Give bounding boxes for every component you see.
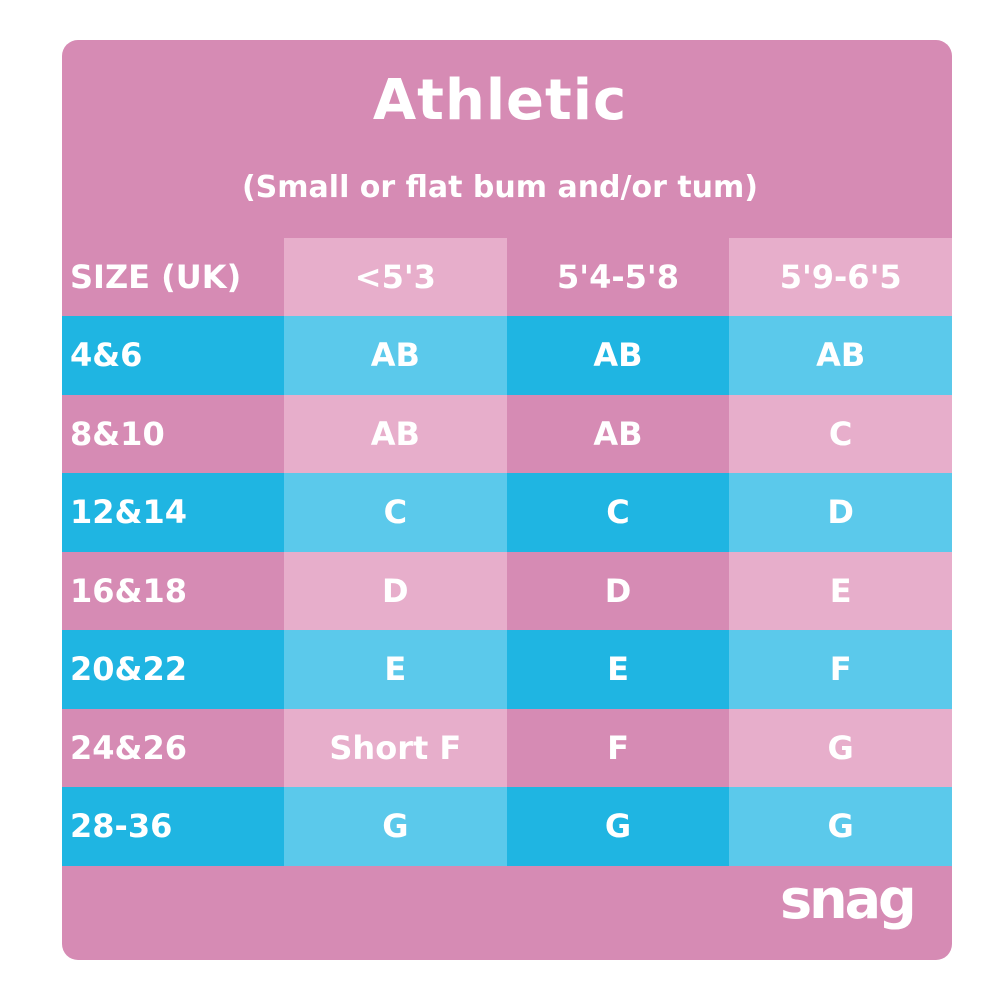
value-cell: F	[506, 708, 730, 787]
header-height-short: <5'3	[283, 238, 507, 316]
table-row: 8&10 AB AB C	[62, 394, 952, 473]
value-cell: G	[506, 787, 730, 866]
value-cell: AB	[283, 394, 507, 473]
value-cell: C	[283, 473, 507, 552]
size-cell: 4&6	[62, 316, 284, 395]
value-cell: AB	[506, 316, 730, 395]
value-cell: AB	[283, 316, 507, 395]
value-cell: AB	[729, 316, 952, 395]
table-row: 16&18 D D E	[62, 551, 952, 630]
value-cell: AB	[506, 394, 730, 473]
table-row: 28-36 G G G	[62, 787, 952, 866]
value-cell: E	[506, 630, 730, 709]
value-cell: E	[283, 630, 507, 709]
value-cell: D	[283, 551, 507, 630]
header-height-mid: 5'4-5'8	[506, 238, 730, 316]
value-cell: G	[729, 708, 952, 787]
size-cell: 8&10	[62, 394, 284, 473]
size-cell: 20&22	[62, 630, 284, 709]
value-cell: C	[506, 473, 730, 552]
table-row: 12&14 C C D	[62, 473, 952, 552]
brand-logo: snag	[780, 868, 917, 931]
table-row: 4&6 AB AB AB	[62, 316, 952, 395]
value-cell: D	[729, 473, 952, 552]
table-header-row: SIZE (UK) <5'3 5'4-5'8 5'9-6'5	[62, 238, 952, 316]
value-cell: Short F	[283, 708, 507, 787]
chart-title: Athletic	[372, 68, 628, 133]
chart-subtitle: (Small or flat bum and/or tum)	[241, 170, 759, 205]
header-size: SIZE (UK)	[62, 238, 284, 316]
value-cell: C	[729, 394, 952, 473]
size-cell: 28-36	[62, 787, 284, 866]
value-cell: D	[506, 551, 730, 630]
value-cell: F	[729, 630, 952, 709]
table-row: 20&22 E E F	[62, 630, 952, 709]
table-row: 24&26 Short F F G	[62, 708, 952, 787]
value-cell: G	[283, 787, 507, 866]
size-table: 4&6 AB AB AB 8&10 AB AB C 12&14 C C D 16…	[62, 316, 952, 866]
size-cell: 24&26	[62, 708, 284, 787]
value-cell: E	[729, 551, 952, 630]
header-height-tall: 5'9-6'5	[729, 238, 952, 316]
size-cell: 12&14	[62, 473, 284, 552]
size-cell: 16&18	[62, 551, 284, 630]
value-cell: G	[729, 787, 952, 866]
